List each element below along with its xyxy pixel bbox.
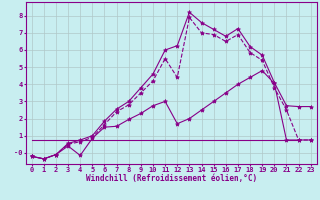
X-axis label: Windchill (Refroidissement éolien,°C): Windchill (Refroidissement éolien,°C) <box>86 174 257 183</box>
